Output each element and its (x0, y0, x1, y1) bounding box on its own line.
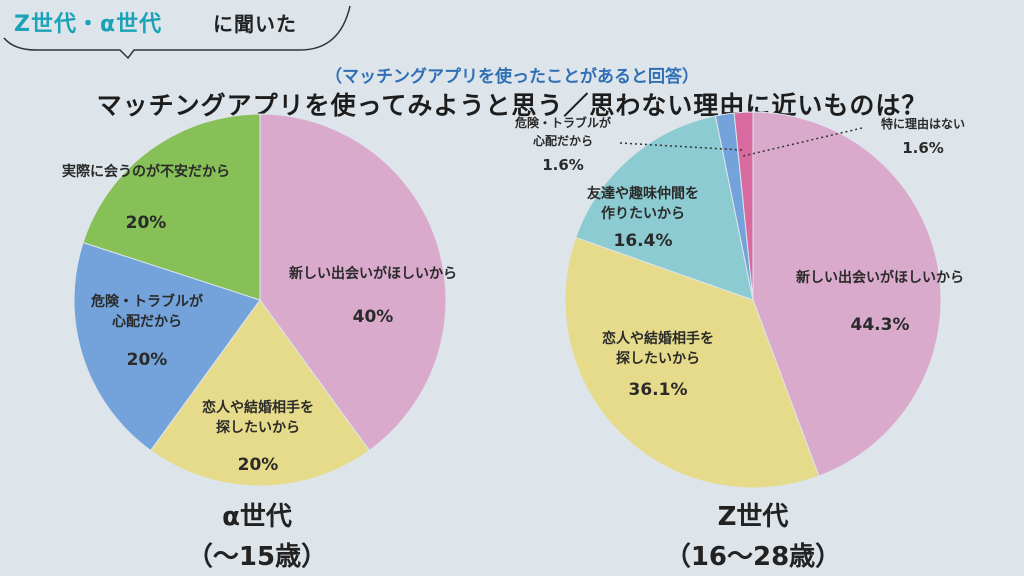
slice-label: 実際に会うのが不安だから (62, 163, 230, 180)
leader-line (619, 142, 743, 151)
tag-highlight: Z世代・α世代 (14, 12, 163, 37)
slice-label: 心配だから (112, 314, 182, 330)
speech-bubble-outline (3, 5, 351, 60)
slice-label: 特に理由はない (881, 116, 965, 131)
slice-value: 1.6% (902, 139, 944, 157)
slice-label: 探したいから (216, 419, 300, 436)
leader-line (742, 127, 863, 157)
slice-value: 20% (127, 350, 168, 370)
slice-value: 44.3% (851, 315, 910, 335)
slice-label: 友達や趣味仲間を (587, 185, 699, 202)
slice-value: 20% (126, 213, 167, 233)
slice-value: 36.1% (629, 380, 688, 400)
slice-label: 恋人や結婚相手を (202, 399, 314, 416)
slice-label: 心配だから (533, 133, 593, 148)
z-caption-1: Z世代 (717, 502, 789, 532)
header-tag: Z世代・α世代 に聞いた (0, 0, 360, 60)
alpha-caption-1: α世代 (222, 502, 292, 532)
slice-label: 作りたいから (601, 205, 685, 222)
z-caption-2: （16〜28歳） (664, 542, 842, 572)
slice-label: 危険・トラブルが (90, 293, 204, 310)
pie-slice (149, 299, 371, 487)
pie-slice (564, 236, 820, 489)
pie-slice (575, 115, 754, 301)
slice-label: 危険・トラブルが (514, 115, 611, 130)
tag-rest: に聞いた (213, 12, 297, 36)
pie-slice (82, 113, 261, 301)
chart-subtitle: （マッチングアプリを使ったことがあると回答） (325, 67, 699, 87)
pie-slice (733, 111, 754, 301)
slice-value: 40% (353, 307, 394, 327)
slice-label: 探したいから (616, 350, 700, 367)
alpha-caption-2: （〜15歳） (186, 542, 328, 572)
pie-slice (752, 111, 942, 477)
slice-value: 16.4% (614, 231, 673, 251)
slice-label: 新しい出会いがほしいから (796, 269, 964, 286)
pie-slice (259, 113, 447, 452)
slice-label: 新しい出会いがほしいから (289, 265, 457, 282)
slice-value: 1.6% (542, 156, 584, 174)
slice-label: 恋人や結婚相手を (602, 330, 714, 347)
slice-value: 20% (238, 455, 279, 475)
pie-slice (73, 241, 261, 452)
